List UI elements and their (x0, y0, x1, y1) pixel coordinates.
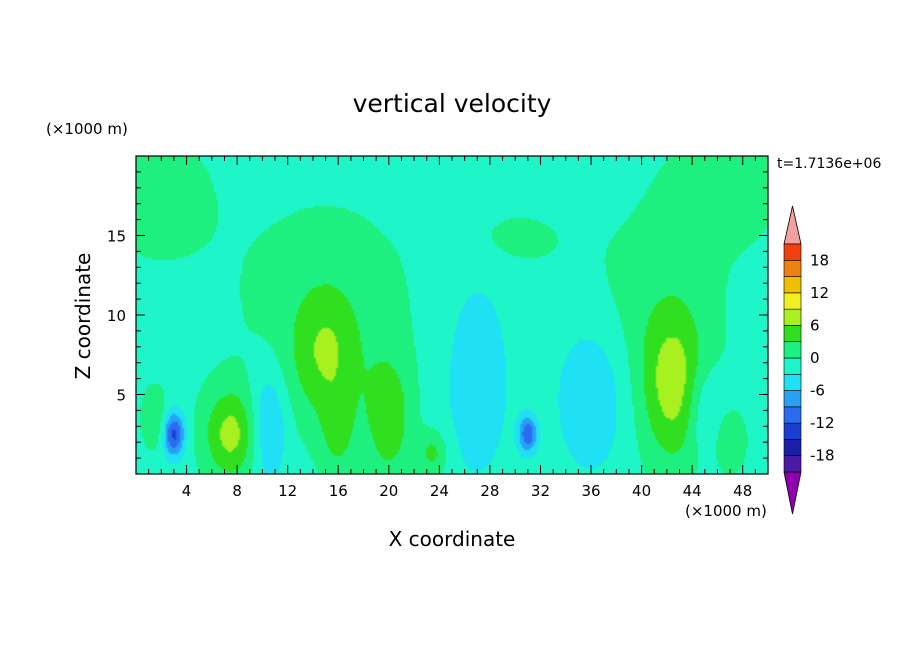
x-tick-label: 4 (182, 482, 192, 500)
colorbar-label: 12 (810, 284, 829, 302)
x-tick-label: 16 (329, 482, 348, 500)
x-axis-unit: (×1000 m) (685, 502, 767, 520)
colorbar-labels: 18 12 6 0 -6 -12 -18 (810, 251, 835, 464)
y-tick-label: 10 (107, 307, 126, 325)
colorbar-band (783, 357, 802, 375)
chart-title: vertical velocity (353, 89, 552, 118)
x-tick-label: 44 (683, 482, 702, 500)
x-tick-label: 24 (430, 482, 449, 500)
x-axis-tick-labels: 4 8 12 16 20 24 28 32 36 40 44 48 (182, 482, 752, 500)
colorbar-band (783, 455, 802, 473)
colorbar-band (783, 439, 802, 457)
y-axis-tick-labels: 5 10 15 (107, 228, 126, 405)
x-axis-label: X coordinate (389, 527, 516, 551)
y-axis-label: Z coordinate (71, 253, 95, 380)
contour-plot-area (135, 155, 769, 475)
colorbar-band (783, 243, 802, 261)
colorbar-band (783, 390, 802, 408)
x-tick-label: 48 (733, 482, 752, 500)
colorbar-label: 18 (810, 251, 829, 269)
vertical-velocity-field (136, 156, 768, 474)
x-tick-label: 12 (278, 482, 297, 500)
x-tick-label: 20 (379, 482, 398, 500)
colorbar-over-triangle (783, 205, 802, 245)
colorbar-under-triangle (783, 471, 802, 515)
colorbar-label: -12 (810, 414, 835, 432)
y-tick-label: 5 (116, 387, 126, 405)
x-tick-label: 40 (632, 482, 651, 500)
colorbar-label: -6 (810, 382, 825, 400)
x-tick-label: 32 (531, 482, 550, 500)
x-tick-label: 36 (581, 482, 600, 500)
colorbar-band (783, 292, 802, 310)
colorbar-band (783, 259, 802, 277)
colorbar (783, 205, 802, 515)
x-axis-ticks (148, 156, 756, 474)
colorbar-band (783, 406, 802, 424)
y-tick-label: 15 (107, 228, 126, 246)
colorbar-label: 0 (810, 349, 820, 367)
time-label: t=1.7136e+06 (777, 156, 881, 172)
colorbar-band (783, 308, 802, 326)
colorbar-label: 6 (810, 316, 820, 334)
x-tick-label: 28 (480, 482, 499, 500)
colorbar-band (783, 422, 802, 440)
colorbar-band (783, 276, 802, 294)
colorbar-label: -18 (810, 447, 835, 465)
y-axis-unit: (×1000 m) (46, 120, 128, 138)
y-axis-ticks (136, 171, 768, 459)
x-tick-label: 8 (232, 482, 242, 500)
colorbar-band (783, 373, 802, 391)
colorbar-band (783, 341, 802, 359)
colorbar-band (783, 325, 802, 343)
